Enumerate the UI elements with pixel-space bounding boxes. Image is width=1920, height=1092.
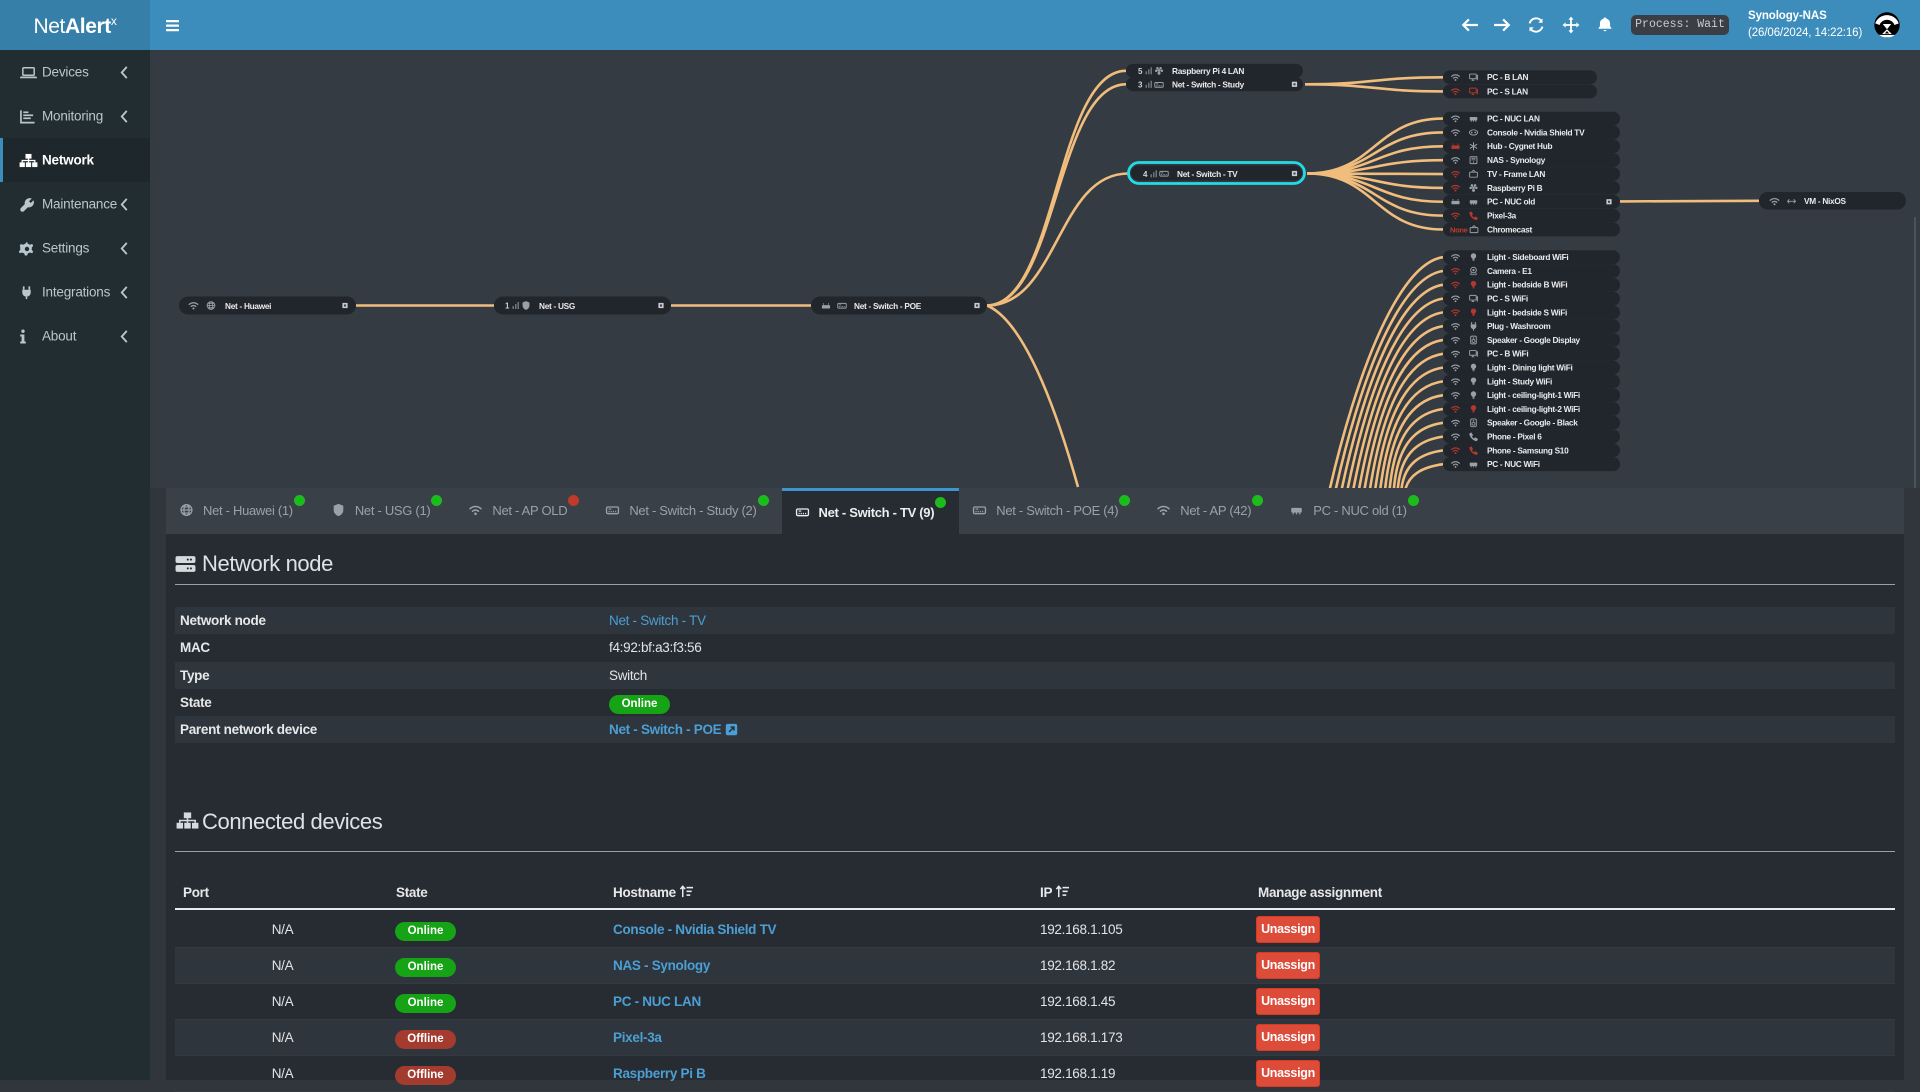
svg-text:NAS - Synology: NAS - Synology bbox=[1487, 155, 1546, 165]
svg-text:Net - Switch - POE: Net - Switch - POE bbox=[854, 301, 922, 311]
svg-text:None: None bbox=[1450, 225, 1468, 234]
svg-text:1: 1 bbox=[505, 302, 510, 311]
svg-text:Speaker - Google - Black: Speaker - Google - Black bbox=[1487, 418, 1578, 428]
svg-text:Chromecast: Chromecast bbox=[1487, 224, 1532, 234]
svg-text:Light - bedside S WiFi: Light - bedside S WiFi bbox=[1487, 307, 1567, 317]
svg-text:Light - Study WiFi: Light - Study WiFi bbox=[1487, 376, 1552, 386]
svg-text:Net - Switch - TV: Net - Switch - TV bbox=[1177, 169, 1238, 179]
svg-text:Light - ceiling-light-2 WiFi: Light - ceiling-light-2 WiFi bbox=[1487, 404, 1580, 414]
svg-text:Light - Dining light WiFi: Light - Dining light WiFi bbox=[1487, 363, 1573, 373]
svg-text:Light - bedside B WiFi: Light - bedside B WiFi bbox=[1487, 280, 1567, 290]
svg-text:TV - Frame LAN: TV - Frame LAN bbox=[1487, 169, 1545, 179]
svg-text:Light - ceiling-light-1 WiFi: Light - ceiling-light-1 WiFi bbox=[1487, 390, 1580, 400]
svg-text:PC - S LAN: PC - S LAN bbox=[1487, 86, 1528, 96]
svg-text:Camera - E1: Camera - E1 bbox=[1487, 266, 1532, 276]
svg-text:PC - NUC old: PC - NUC old bbox=[1487, 197, 1535, 207]
svg-text:Hub - Cygnet Hub: Hub - Cygnet Hub bbox=[1487, 141, 1552, 151]
svg-text:Raspberry Pi 4 LAN: Raspberry Pi 4 LAN bbox=[1172, 66, 1244, 76]
svg-text:Pixel-3a: Pixel-3a bbox=[1487, 211, 1517, 221]
svg-text:3: 3 bbox=[1138, 81, 1143, 90]
svg-text:PC - B WiFi: PC - B WiFi bbox=[1487, 349, 1528, 359]
svg-text:4: 4 bbox=[1143, 170, 1148, 179]
svg-text:Plug - Washroom: Plug - Washroom bbox=[1487, 321, 1550, 331]
svg-text:Net - Switch - Study: Net - Switch - Study bbox=[1172, 80, 1245, 90]
svg-text:PC - NUC LAN: PC - NUC LAN bbox=[1487, 114, 1540, 124]
svg-text:PC - NUC WiFi: PC - NUC WiFi bbox=[1487, 459, 1540, 469]
svg-text:Light - Sideboard WiFi: Light - Sideboard WiFi bbox=[1487, 252, 1568, 262]
svg-text:Phone - Samsung S10: Phone - Samsung S10 bbox=[1487, 445, 1569, 455]
svg-text:Speaker - Google Display: Speaker - Google Display bbox=[1487, 335, 1581, 345]
svg-text:PC - S WiFi: PC - S WiFi bbox=[1487, 294, 1528, 304]
svg-text:Phone - Pixel 6: Phone - Pixel 6 bbox=[1487, 432, 1542, 442]
svg-text:Raspberry Pi B: Raspberry Pi B bbox=[1487, 183, 1543, 193]
svg-text:Console - Nvidia Shield TV: Console - Nvidia Shield TV bbox=[1487, 127, 1585, 137]
svg-text:VM - NixOS: VM - NixOS bbox=[1804, 196, 1846, 206]
svg-text:Net - USG: Net - USG bbox=[539, 301, 575, 311]
svg-text:Net - Huawei: Net - Huawei bbox=[225, 301, 271, 311]
svg-text:PC - B LAN: PC - B LAN bbox=[1487, 72, 1529, 82]
svg-text:5: 5 bbox=[1138, 67, 1143, 76]
